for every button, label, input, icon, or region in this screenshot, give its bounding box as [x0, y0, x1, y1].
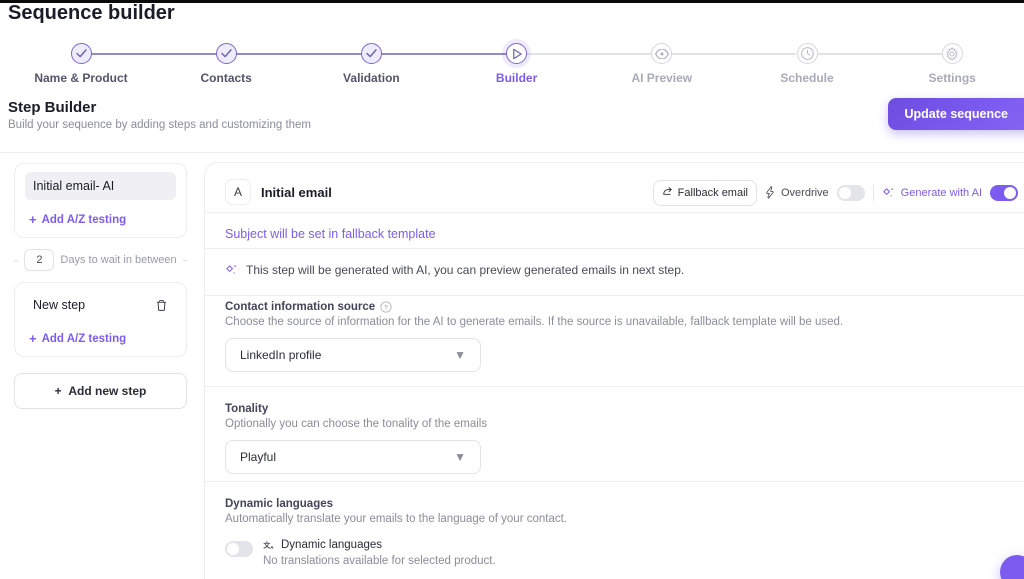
svg-text:A: A [270, 545, 274, 550]
svg-text:文: 文 [263, 541, 270, 550]
svg-text:?: ? [384, 306, 388, 312]
